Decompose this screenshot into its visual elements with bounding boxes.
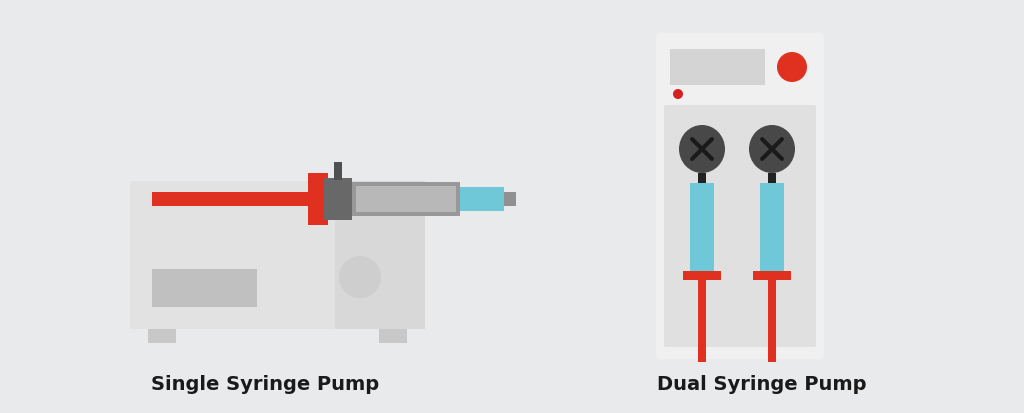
- Bar: [670, 50, 765, 86]
- Bar: [683, 271, 721, 280]
- Text: Dual Syringe Pump: Dual Syringe Pump: [657, 375, 866, 394]
- Bar: [460, 188, 504, 211]
- Bar: [753, 271, 791, 280]
- Bar: [768, 173, 776, 183]
- Bar: [148, 329, 176, 343]
- Bar: [352, 183, 460, 216]
- Bar: [760, 183, 784, 271]
- Text: Single Syringe Pump: Single Syringe Pump: [151, 375, 379, 394]
- Ellipse shape: [673, 90, 683, 100]
- Bar: [768, 280, 776, 362]
- Bar: [379, 329, 407, 343]
- Bar: [335, 182, 425, 329]
- FancyBboxPatch shape: [664, 106, 816, 347]
- Ellipse shape: [749, 126, 795, 173]
- Bar: [130, 182, 425, 329]
- Bar: [504, 192, 516, 206]
- Bar: [152, 192, 318, 206]
- Bar: [334, 163, 342, 180]
- Ellipse shape: [777, 53, 807, 83]
- Bar: [308, 173, 328, 225]
- Ellipse shape: [339, 256, 381, 298]
- Bar: [324, 178, 352, 221]
- Bar: [690, 183, 714, 271]
- FancyBboxPatch shape: [656, 34, 824, 359]
- Bar: [698, 280, 706, 362]
- Bar: [356, 187, 456, 212]
- Bar: [698, 173, 706, 183]
- Bar: [152, 269, 257, 307]
- Ellipse shape: [679, 126, 725, 173]
